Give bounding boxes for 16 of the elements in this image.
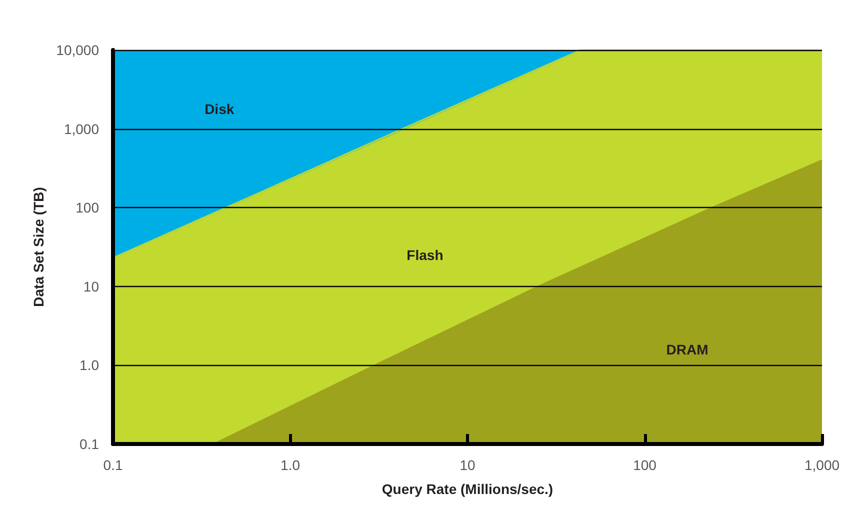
y-axis-title: Data Set Size (TB) — [30, 187, 46, 307]
x-tick-label: 1,000 — [804, 457, 840, 473]
y-tick-label: 10,000 — [56, 42, 100, 58]
annotation: Flash — [406, 246, 444, 263]
x-tick-label: 1.0 — [280, 457, 300, 473]
y-tick-label: 100 — [76, 200, 100, 216]
y-tick-label: 0.1 — [80, 436, 100, 452]
annotation: DRAM — [666, 341, 708, 358]
y-tick-label: 1.0 — [80, 357, 100, 374]
annotation: Disk — [204, 101, 234, 118]
x-tick-label: 0.1 — [103, 457, 123, 473]
x-tick-label: 10 — [460, 457, 476, 473]
x-axis-title: Query Rate (Millions/sec.) — [382, 481, 554, 497]
y-tick-label: 1,000 — [64, 120, 100, 137]
x-tick-label: 100 — [633, 457, 657, 473]
y-tick-label: 10 — [83, 278, 100, 294]
